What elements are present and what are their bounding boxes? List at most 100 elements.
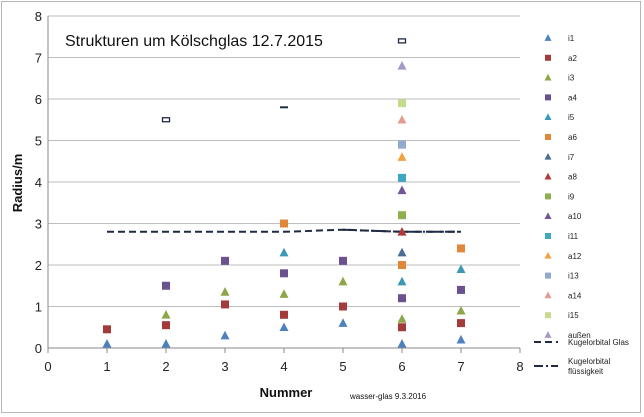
x-tick-label: 8 xyxy=(516,359,523,374)
reference-lines xyxy=(107,228,461,233)
legend-label-i3: i3 xyxy=(568,74,575,83)
annotation-text: wasser-glas 9.3.2016 xyxy=(349,392,427,401)
y-tick-label: 5 xyxy=(35,134,42,149)
point-a2 xyxy=(339,302,347,311)
point-a4 xyxy=(162,281,170,290)
point-außen xyxy=(397,61,407,70)
legend-marker-a6 xyxy=(545,134,551,140)
chart-title: Strukturen um Kölschglas 12.7.2015 xyxy=(65,33,323,50)
legend-marker-i15 xyxy=(545,312,551,319)
legend-label-a2: a2 xyxy=(568,54,577,63)
x-tick-label: 1 xyxy=(103,359,110,374)
point-i1 xyxy=(456,334,466,344)
legend-marker-i13 xyxy=(545,272,551,279)
y-tick-label: 2 xyxy=(35,258,42,273)
point-a2 xyxy=(457,319,465,328)
x-tick-label: 2 xyxy=(162,359,169,374)
point-i1 xyxy=(220,330,230,340)
legend-label-i11: i11 xyxy=(568,232,579,241)
legend-label-a6: a6 xyxy=(568,133,577,142)
legend-label-a4: a4 xyxy=(568,93,577,102)
legend-label-i5: i5 xyxy=(568,113,575,122)
point-a6 xyxy=(280,219,288,228)
point-a2 xyxy=(103,325,111,334)
point-a2 xyxy=(398,323,406,332)
legend-marker-a10 xyxy=(544,212,552,220)
scatter-chart: 0 1 2 3 4 5 6 7 8 0 1 2 3 4 5 6 7 8 Strukturen um Kölschg… xyxy=(10,9,629,401)
legend-marker-a4 xyxy=(545,94,551,101)
point-a14 xyxy=(397,114,407,124)
gridlines xyxy=(48,15,520,307)
extra-marker-box xyxy=(161,117,171,123)
extra-marker-box xyxy=(397,38,407,44)
legend-label-i1: i1 xyxy=(568,34,575,43)
point-a2 xyxy=(162,321,170,330)
point-a4 xyxy=(339,256,347,265)
point-i3 xyxy=(161,310,171,319)
point-i1 xyxy=(397,339,407,348)
point-a6 xyxy=(398,261,406,269)
point-a6 xyxy=(457,244,465,253)
legend-label-a8: a8 xyxy=(568,173,577,182)
point-a2 xyxy=(280,310,288,319)
legend-marker-i5 xyxy=(544,113,552,121)
point-i3 xyxy=(338,276,348,286)
point-a12 xyxy=(397,152,407,161)
x-axis-label: Nummer xyxy=(260,385,313,400)
x-tick-label: 0 xyxy=(44,359,51,374)
legend-label-i13: i13 xyxy=(568,272,579,281)
legend-label-a10: a10 xyxy=(568,212,582,221)
legend-marker-i1 xyxy=(544,34,552,41)
point-a10 xyxy=(397,185,407,195)
x-tick-label: 6 xyxy=(398,359,405,374)
legend-marker-a12 xyxy=(544,251,552,259)
point-i3 xyxy=(397,314,407,323)
legend: i1 a2 i3 a4 i5 a6 i7 a8 i9 a10 i11 a12 i13 a14 i15 auße… xyxy=(534,34,629,376)
point-i1 xyxy=(102,339,112,348)
point-i3 xyxy=(220,287,230,296)
point-i11 xyxy=(398,173,406,182)
legend-marker-außen xyxy=(544,331,552,338)
legend-label-a12: a12 xyxy=(568,252,582,261)
y-tick-label: 4 xyxy=(35,175,42,190)
point-i7 xyxy=(397,247,407,257)
reference-line-1 xyxy=(107,228,461,233)
point-i3 xyxy=(456,305,466,315)
point-i13 xyxy=(398,140,406,149)
point-a4 xyxy=(221,256,229,265)
point-i5 xyxy=(456,264,466,273)
legend-marker-i9 xyxy=(545,193,551,200)
legend-marker-a14 xyxy=(544,291,552,299)
legend-label-i15: i15 xyxy=(568,311,579,320)
legend-marker-i11 xyxy=(545,233,551,239)
y-tick-label: 0 xyxy=(35,341,42,356)
legend-marker-i3 xyxy=(544,73,552,81)
point-i1 xyxy=(338,318,348,327)
point-i5 xyxy=(397,276,407,286)
legend-label-außen: außen xyxy=(568,331,591,340)
legend-label-kugelorbital-glas: Kugelorbital Glas xyxy=(568,338,629,347)
point-a2 xyxy=(221,300,229,309)
point-i1 xyxy=(161,339,171,348)
data-points xyxy=(102,38,466,348)
point-a8 xyxy=(397,227,407,236)
axes: 0 1 2 3 4 5 6 7 8 0 1 2 3 4 5 6 7 8 xyxy=(35,9,524,374)
point-i9 xyxy=(398,211,406,220)
legend-marker-i7 xyxy=(544,152,552,160)
x-tick-label: 3 xyxy=(221,359,228,374)
x-tick-label: 5 xyxy=(339,359,346,374)
y-tick-label: 7 xyxy=(35,51,42,66)
point-i1 xyxy=(279,322,289,332)
legend-label-kugelorbital-fluessigkeit: Kugelorbital flüssigkeit xyxy=(568,357,610,376)
legend-marker-a2 xyxy=(545,54,551,61)
legend-marker-a8 xyxy=(544,172,552,180)
legend-label-a14: a14 xyxy=(568,291,582,300)
point-a4 xyxy=(457,285,465,294)
x-tick-label: 4 xyxy=(280,359,287,374)
point-i5 xyxy=(279,247,289,257)
y-tick-label: 1 xyxy=(35,300,42,315)
y-axis-label: Radius/m xyxy=(10,154,25,213)
y-tick-label: 8 xyxy=(35,9,42,24)
y-tick-label: 6 xyxy=(35,92,42,107)
